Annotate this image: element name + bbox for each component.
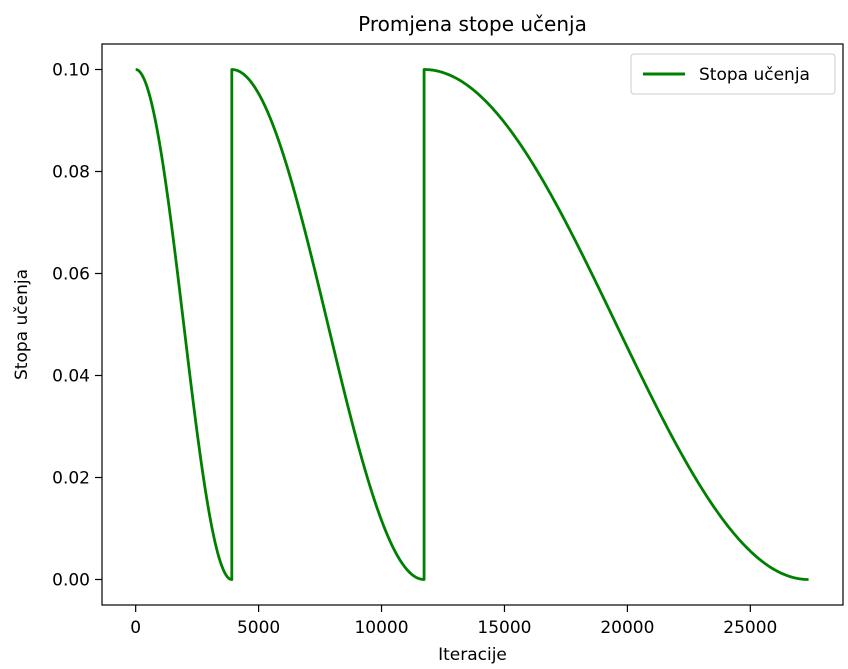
x-tick-label: 25000 [723,618,777,638]
y-tick-label: 0.04 [52,367,90,387]
y-tick-label: 0.00 [52,571,90,591]
legend-label: Stopa učenja [699,65,810,85]
series-line-0 [134,68,809,581]
x-tick-label: 5000 [237,618,280,638]
x-tick-label: 10000 [354,618,408,638]
x-tick-label: 15000 [477,618,531,638]
plot-area [134,68,809,581]
axes: 0 5000 10000 15000 20000 25000 0.00 0.02 0.04 0.0… [52,43,844,638]
y-tick-label: 0.08 [52,163,90,183]
y-axis-label: Stopa učenja [12,269,32,380]
y-tick-label: 0.02 [52,469,90,489]
chart-title: Promjena stope učenja [358,12,587,36]
x-tick-label: 0 [130,618,141,638]
x-tick-label: 20000 [600,618,654,638]
y-tick-label: 0.06 [52,265,90,285]
legend: Stopa učenja [630,53,836,95]
legend-box [630,53,836,95]
axes-frame [101,43,844,606]
y-tick-label: 0.10 [52,61,90,81]
x-axis-label: Iteracije [438,645,507,665]
